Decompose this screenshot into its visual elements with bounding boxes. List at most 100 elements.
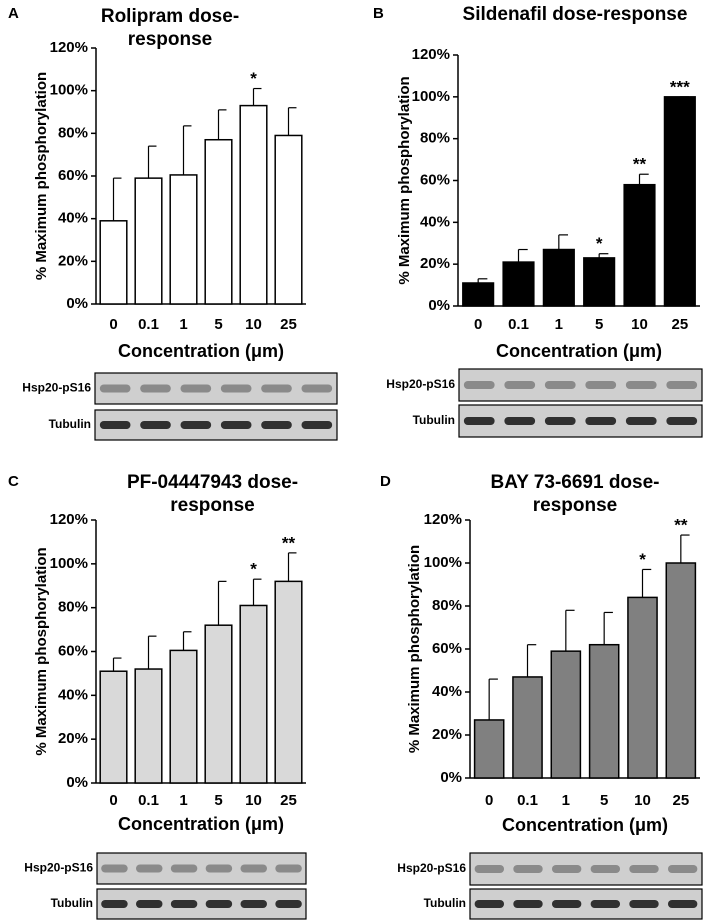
x-tick-label: 1 (562, 792, 570, 809)
bar (274, 134, 303, 305)
blot (458, 368, 703, 402)
bar (239, 104, 268, 305)
y-tick-label: 100% (424, 554, 462, 571)
error-bar (558, 234, 569, 250)
blot-band (136, 864, 163, 873)
blot-band (667, 865, 698, 873)
x-tick-label: 0 (474, 316, 482, 333)
error-bar (287, 107, 297, 136)
x-tick-label: 1 (179, 316, 187, 333)
y-tick-label: 60% (420, 171, 450, 188)
chart-title: PF-04447943 dose-response (126, 472, 299, 516)
blot-label: Hsp20-pS16 (397, 861, 466, 875)
bar (623, 183, 656, 307)
blot-band (140, 421, 171, 429)
blot-label: Tubulin (413, 413, 455, 427)
error-bar (217, 109, 227, 140)
x-tick-label: 10 (634, 792, 651, 809)
bar (462, 282, 495, 307)
blot-band (301, 384, 333, 393)
bar (588, 643, 620, 779)
bar (542, 248, 575, 307)
blot (469, 852, 703, 886)
blot-band (551, 900, 582, 908)
chart-title: Sildenafil dose-response (462, 4, 688, 25)
bar (99, 220, 128, 305)
y-tick-label: 120% (50, 39, 88, 56)
bar (239, 604, 268, 784)
error-bar (287, 552, 297, 582)
blot-band (625, 381, 657, 389)
panel-label: B (373, 5, 384, 22)
blot-band (180, 384, 212, 393)
blot-band (101, 900, 128, 908)
blot-band (474, 865, 505, 873)
blot-band (136, 900, 163, 908)
blot-band (544, 381, 576, 389)
y-axis-label: % Maximum phosphorylation (33, 547, 50, 755)
error-bar (603, 611, 613, 645)
error-bar (680, 534, 690, 563)
y-tick-label: 100% (50, 555, 88, 572)
error-bar (565, 609, 575, 652)
blot-band (463, 417, 495, 425)
error-bar (488, 678, 498, 720)
blot-band (205, 900, 233, 908)
blot-label: Tubulin (424, 896, 466, 910)
bar (274, 580, 303, 784)
panel-label: D (380, 473, 391, 490)
significance: *** (670, 77, 690, 96)
y-tick-label: 40% (420, 213, 450, 230)
error-bar (517, 248, 528, 263)
blot-band (474, 900, 505, 908)
blot-band (625, 417, 657, 425)
blot-band (140, 384, 171, 393)
y-tick-label: 120% (412, 46, 450, 63)
bar (134, 177, 163, 305)
x-tick-label: 25 (280, 792, 297, 809)
blot-band (275, 864, 302, 873)
blot-band (240, 864, 267, 873)
y-tick-label: 80% (58, 124, 88, 141)
y-tick-label: 80% (432, 597, 462, 614)
blot-band (99, 384, 131, 393)
bar (169, 649, 198, 784)
blot-band (544, 417, 576, 425)
error-bar (598, 253, 609, 258)
x-tick-label: 0.1 (138, 792, 159, 809)
y-tick-label: 80% (58, 599, 88, 616)
y-tick-label: 60% (432, 640, 462, 657)
x-tick-label: 0.1 (517, 792, 538, 809)
blot (94, 409, 338, 441)
bar (583, 257, 616, 307)
blot-band (261, 421, 292, 429)
y-tick-label: 20% (58, 730, 88, 747)
blot (458, 404, 703, 438)
significance: ** (282, 533, 296, 552)
blot-band (101, 864, 128, 873)
bar (663, 96, 696, 307)
y-tick-label: 120% (50, 511, 88, 528)
significance: * (596, 234, 603, 253)
significance: ** (674, 516, 688, 535)
significance: ** (633, 155, 647, 174)
x-tick-label: 1 (555, 316, 563, 333)
bar (665, 562, 697, 779)
y-tick-label: 20% (432, 726, 462, 743)
error-bar (252, 578, 262, 606)
chart-title: BAY 73-6691 dose-response (490, 472, 660, 516)
y-tick-label: 60% (58, 642, 88, 659)
blot-band (170, 900, 198, 908)
error-bar (112, 657, 122, 672)
x-tick-label: 25 (671, 316, 688, 333)
bar (204, 138, 233, 305)
y-tick-label: 120% (424, 511, 462, 528)
x-axis-label: Concentration (μm) (118, 341, 284, 361)
panel-label: C (8, 473, 19, 490)
error-bar (147, 635, 157, 670)
bar (134, 668, 163, 784)
error-bar (638, 173, 649, 185)
y-tick-label: 20% (420, 255, 450, 272)
blot (469, 888, 703, 920)
